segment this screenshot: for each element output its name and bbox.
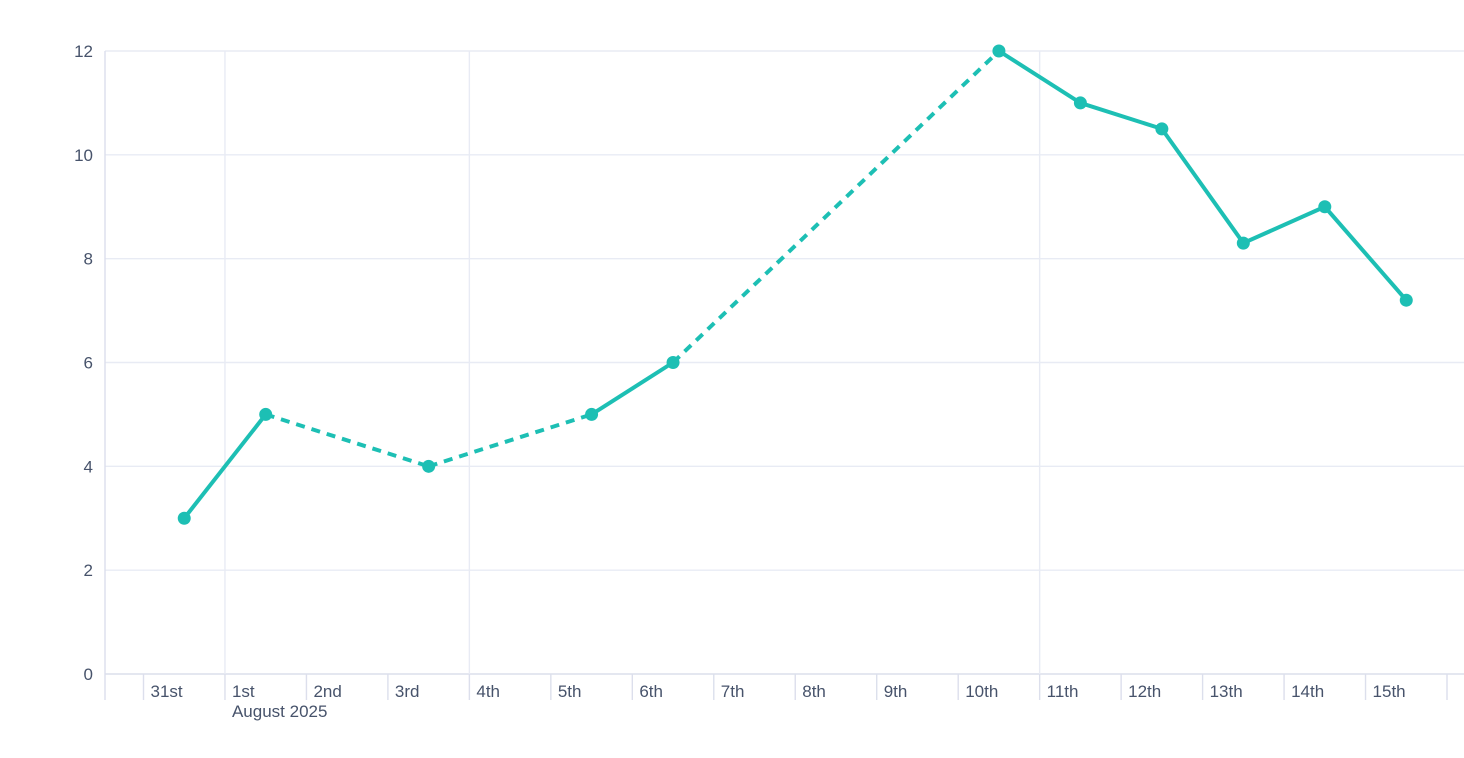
data-point[interactable] — [666, 356, 680, 369]
y-axis-label: 6 — [84, 354, 93, 373]
series-segment-solid — [1242, 204, 1326, 245]
data-point[interactable] — [585, 407, 599, 421]
y-axis-label: 0 — [84, 665, 93, 684]
x-axis-label: 8th — [802, 682, 826, 701]
series-segment-solid — [1079, 101, 1163, 131]
series-segment-solid — [590, 360, 675, 417]
x-axis-label: 7th — [721, 682, 745, 701]
line-chart-figure: 31st 1st 2nd 3rd 4th 5th 6th 7th 8th 9th 10th 11th 1… — [40, 16, 1464, 742]
chart-canvas: 31st 1st 2nd 3rd 4th 5th 6th 7th 8th 9th 10th 11th 1… — [74, 42, 1464, 721]
x-axis-month-label: August 2025 — [232, 702, 327, 721]
series-segment-solid — [182, 413, 268, 520]
x-axis-label: 15th — [1373, 682, 1406, 701]
data-point[interactable] — [1236, 236, 1250, 250]
data-point[interactable] — [1073, 96, 1087, 110]
series-segment-dashed — [428, 412, 593, 469]
series-segment-solid — [997, 49, 1082, 105]
series-segment-solid — [1323, 205, 1408, 302]
y-axis-label: 10 — [74, 146, 93, 165]
y-axis-label: 4 — [84, 457, 93, 476]
data-point[interactable] — [422, 459, 436, 473]
data-point[interactable] — [992, 44, 1006, 58]
x-axis-label: 2nd — [313, 682, 341, 701]
x-axis-label: 14th — [1291, 682, 1324, 701]
data-point[interactable] — [1399, 293, 1413, 307]
x-axis-label: 6th — [639, 682, 663, 701]
x-axis-label: 31st — [151, 682, 183, 701]
y-axis-label: 2 — [84, 561, 93, 580]
data-point[interactable] — [177, 511, 191, 525]
data-point[interactable] — [259, 407, 273, 421]
series-segment-dashed — [265, 412, 430, 469]
x-axis-label: 1st — [232, 682, 255, 701]
x-axis-label: 11th — [1047, 682, 1079, 701]
data-point[interactable] — [1155, 122, 1169, 136]
x-axis-label: 3rd — [395, 682, 420, 701]
x-axis-label: 4th — [476, 682, 500, 701]
y-axis-label: 12 — [74, 42, 93, 61]
x-axis-label: 12th — [1128, 682, 1161, 701]
series-segment-solid — [1160, 127, 1245, 245]
series-segment-dashed — [671, 49, 1001, 364]
x-axis-label: 9th — [884, 682, 908, 701]
x-axis-label: 13th — [1210, 682, 1243, 701]
data-point[interactable] — [1318, 200, 1332, 214]
x-axis-label: 5th — [558, 682, 582, 701]
y-axis-label: 8 — [84, 250, 93, 269]
x-axis-label: 10th — [965, 682, 998, 701]
